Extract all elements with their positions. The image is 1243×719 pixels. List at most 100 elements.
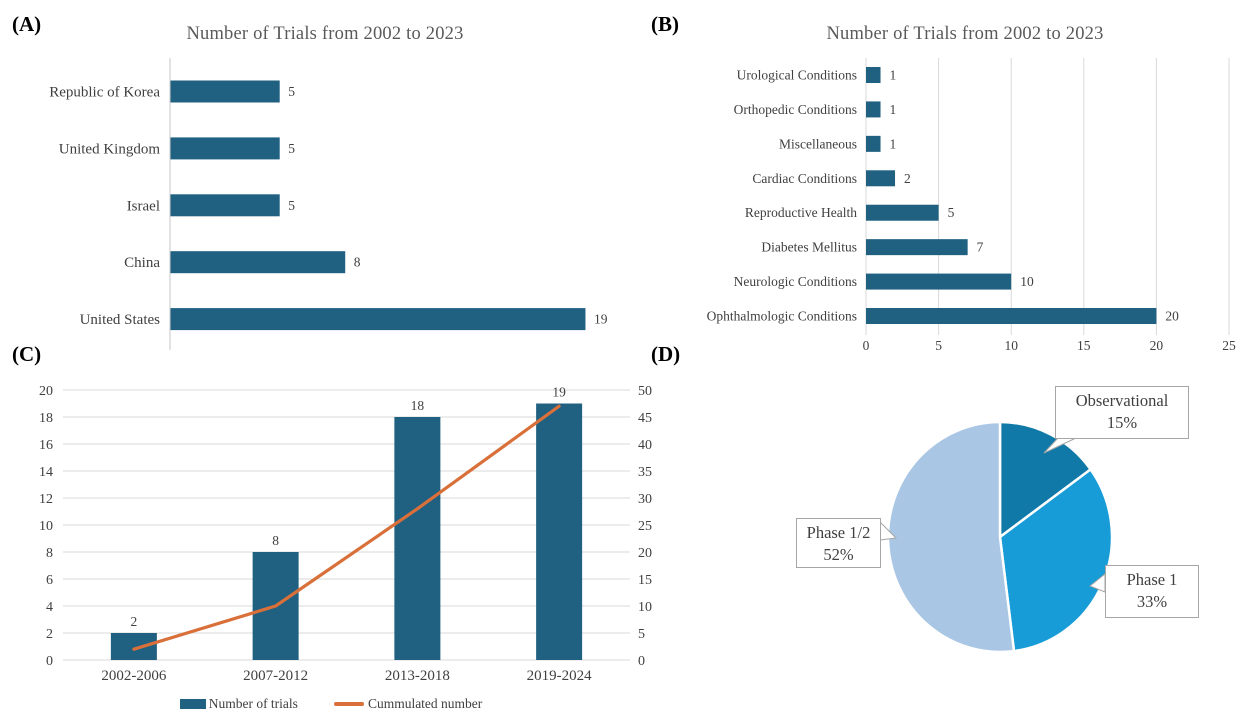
bar-2002-2006: [110, 633, 157, 660]
callout-phase-1-label: Phase 1: [1126, 570, 1178, 589]
chart-b-title: Number of Trials from 2002 to 2023: [826, 24, 1104, 44]
bar-cardiac-conditions: [866, 170, 896, 187]
bar-neurologic-conditions: [866, 273, 1012, 290]
panel-letter-c: (C): [12, 342, 42, 366]
value-label: 5: [288, 84, 295, 99]
x-tick-label: 20: [1150, 338, 1164, 353]
left-y-tick-label: 14: [39, 465, 53, 480]
x-tick-label: 10: [1004, 338, 1018, 353]
x-tick-label: 25: [1222, 338, 1236, 353]
bar-united-states: [170, 308, 586, 331]
value-label: 1: [890, 68, 897, 83]
right-y-tick-label: 10: [638, 600, 652, 615]
category-label: Israel: [127, 198, 160, 214]
chart-a-title: Number of Trials from 2002 to 2023: [186, 24, 464, 44]
left-y-tick-label: 0: [46, 654, 53, 669]
category-label: Urological Conditions: [737, 68, 857, 83]
bar-reproductive-health: [866, 204, 939, 221]
x-tick-label: 0: [863, 338, 870, 353]
chart-c-legend: Number of trials Cummulated number: [0, 696, 662, 712]
category-label: Republic of Korea: [49, 85, 160, 101]
callout-observational: Observational 15%: [1055, 386, 1189, 439]
legend-line-swatch: [333, 702, 364, 706]
value-label: 5: [288, 141, 295, 156]
value-label: 1: [890, 102, 897, 117]
left-y-tick-label: 10: [39, 519, 53, 534]
left-y-tick-label: 18: [39, 411, 53, 426]
callout-phase-1-pct: 33%: [1136, 592, 1168, 612]
bar-2013-2018: [394, 417, 441, 660]
value-label: 20: [1165, 309, 1179, 324]
cumulative-line: [132, 404, 561, 651]
right-y-tick-label: 0: [638, 654, 645, 669]
x-tick-label: 5: [935, 338, 942, 353]
chart-d: [879, 420, 1114, 654]
category-label: United Kingdom: [59, 141, 161, 157]
bar-israel: [170, 194, 280, 217]
category-label: Orthopedic Conditions: [734, 102, 857, 117]
bar-diabetes-mellitus: [866, 239, 968, 256]
right-y-tick-label: 35: [638, 465, 652, 480]
pie-slice-observational: [998, 420, 1092, 539]
bar-urological-conditions: [866, 67, 881, 83]
value-label: 5: [288, 198, 295, 213]
callout-observational-pct: 15%: [1106, 413, 1138, 433]
legend-item-cummulated-number: Cummulated number: [333, 696, 483, 712]
right-y-tick-label: 20: [638, 546, 652, 561]
x-category-label: 2019-2024: [527, 668, 592, 684]
chart-b: 0 5 10 15 20 25 Urological Conditions 1 Orthoped…: [707, 58, 1236, 353]
category-label: Miscellaneous: [779, 136, 857, 151]
right-y-tick-label: 50: [638, 384, 652, 399]
x-category-label: 2013-2018: [385, 668, 450, 684]
left-y-tick-label: 4: [46, 600, 53, 615]
panel-letter-b: (B): [651, 12, 679, 36]
callout-observational-label: Observational: [1075, 391, 1169, 410]
right-y-tick-label: 25: [638, 519, 652, 534]
value-label: 19: [552, 385, 566, 400]
bar-united-kingdom: [170, 137, 280, 160]
left-y-tick-label: 20: [39, 384, 53, 399]
bar-republic-of-korea: [170, 80, 280, 103]
left-y-tick-label: 12: [39, 492, 53, 507]
right-y-tick-label: 5: [638, 627, 645, 642]
panel-letter-a: (A): [12, 12, 42, 36]
right-y-tick-label: 40: [638, 438, 652, 453]
right-y-tick-label: 45: [638, 411, 652, 426]
callout-phase-1-2-pct: 52%: [823, 545, 854, 565]
right-y-tick-label: 30: [638, 492, 652, 507]
panel-letter-d: (D): [651, 342, 681, 366]
legend-label-number-of-trials: Number of trials: [208, 696, 298, 711]
bar-miscellaneous: [866, 135, 881, 152]
value-label: 8: [354, 255, 361, 270]
left-y-tick-label: 2: [46, 627, 53, 642]
pie-slice-phase-1-2: [886, 420, 1016, 654]
category-label: Reproductive Health: [745, 205, 857, 220]
legend-bar-swatch: [179, 699, 206, 709]
callout-phase-1-2-label: Phase 1/2: [806, 523, 871, 542]
left-y-tick-label: 6: [46, 573, 53, 588]
bar-china: [170, 251, 346, 274]
callout-phase-1: Phase 1 33%: [1105, 565, 1199, 618]
bar-2019-2024: [536, 403, 583, 660]
x-tick-label: 15: [1077, 338, 1091, 353]
legend-label-cummulated-number: Cummulated number: [367, 696, 483, 711]
x-category-label: 2002-2006: [101, 668, 166, 684]
callout-phase-1-2: Phase 1/2 52%: [796, 518, 881, 568]
x-category-label: 2007-2012: [243, 668, 308, 684]
left-y-tick-label: 16: [39, 438, 53, 453]
value-label: 10: [1020, 274, 1034, 289]
category-label: Diabetes Mellitus: [761, 240, 857, 255]
right-y-tick-label: 15: [638, 573, 652, 588]
value-label: 2: [904, 171, 911, 186]
value-label: 2: [131, 614, 138, 629]
value-label: 1: [890, 136, 897, 151]
value-label: 7: [977, 240, 984, 255]
category-label: United States: [80, 312, 161, 328]
category-label: China: [124, 255, 160, 271]
category-label: Ophthalmologic Conditions: [707, 309, 857, 324]
chart-a: Republic of Korea 5 United Kingdom 5 Israel 5…: [49, 58, 608, 350]
bar-orthopedic-conditions: [866, 101, 881, 118]
category-label: Cardiac Conditions: [752, 171, 857, 186]
bar-ophthalmologic-conditions: [866, 308, 1157, 325]
